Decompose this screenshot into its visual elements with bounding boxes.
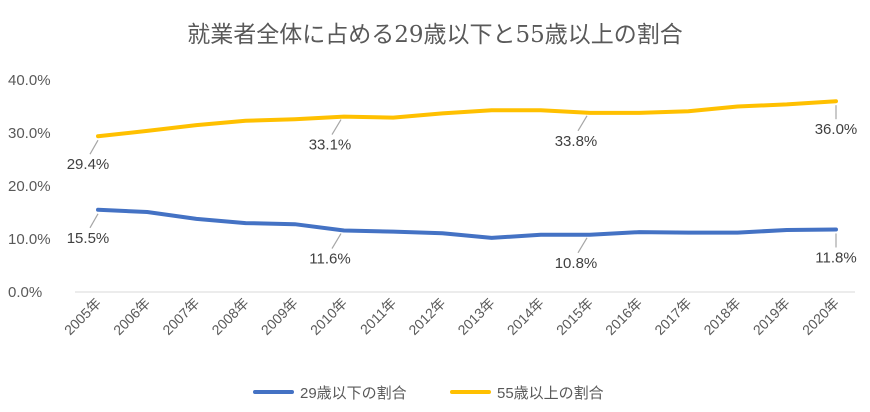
y-tick-label: 20.0% xyxy=(8,178,51,195)
series-line-2 xyxy=(96,99,838,139)
data-label-leader xyxy=(89,213,99,229)
data-label: 10.8% xyxy=(555,255,598,272)
x-tick-label: 2017年 xyxy=(651,295,694,338)
data-label: 29.4% xyxy=(67,156,110,173)
x-tick-label: 2008年 xyxy=(208,295,251,338)
data-label-leader xyxy=(577,115,588,132)
x-tick-label: 2005年 xyxy=(61,295,104,338)
data-label-leader xyxy=(577,237,588,254)
x-tick-label: 2019年 xyxy=(750,295,793,338)
y-tick-label: 30.0% xyxy=(8,125,51,142)
data-label: 33.1% xyxy=(309,137,352,154)
data-label-leader xyxy=(89,139,99,155)
y-tick-label: 0.0% xyxy=(8,284,42,301)
series-line-1 xyxy=(96,207,838,240)
x-tick-label: 2007年 xyxy=(159,295,202,338)
x-tick-label: 2006年 xyxy=(110,295,153,338)
data-label: 11.8% xyxy=(815,249,856,266)
data-label: 36.0% xyxy=(815,121,858,138)
x-tick-label: 2009年 xyxy=(258,295,301,338)
legend-label-1: 29歳以下の割合 xyxy=(300,385,407,402)
axis-layer: 0.0%10.0%20.0%30.0%40.0%2005年 2006年 2007年 2… xyxy=(8,72,855,338)
y-tick-label: 40.0% xyxy=(8,72,51,89)
legend-label-2: 55歳以上の割合 xyxy=(497,385,604,402)
x-tick-label: 2016年 xyxy=(602,295,645,338)
series-layer xyxy=(96,99,838,240)
x-tick-label: 2011年 xyxy=(357,295,400,338)
x-tick-label: 2018年 xyxy=(700,295,743,338)
data-label: 11.6% xyxy=(309,251,350,268)
legend: 29歳以下の割合 55歳以上の割合 xyxy=(253,385,604,402)
x-tick-label: 2010年 xyxy=(307,295,350,338)
y-tick-label: 10.0% xyxy=(8,231,51,248)
data-label-leader xyxy=(331,119,342,135)
x-tick-label: 2020年 xyxy=(799,295,842,338)
data-label-layer: 15.5% 11.6% 10.8% 11.8% 29.4% 33.1% 33.8% 36.0% xyxy=(67,105,858,272)
chart-title: 就業者全体に占める29歳以下と55歳以上の割合 xyxy=(187,22,683,48)
x-tick-label: 2014年 xyxy=(504,295,547,338)
data-label-leader xyxy=(331,233,342,249)
data-label: 33.8% xyxy=(555,133,598,150)
data-label: 15.5% xyxy=(67,230,110,247)
x-tick-label: 2013年 xyxy=(454,295,497,338)
x-tick-label: 2012年 xyxy=(405,295,448,338)
x-tick-label: 2015年 xyxy=(553,295,596,338)
